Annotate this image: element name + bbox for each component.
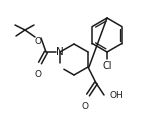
Text: O: O	[81, 102, 88, 111]
Text: O: O	[34, 36, 41, 46]
Text: O: O	[34, 70, 41, 79]
Text: N: N	[56, 47, 64, 57]
Text: Cl: Cl	[102, 61, 112, 71]
Text: OH: OH	[109, 90, 123, 100]
